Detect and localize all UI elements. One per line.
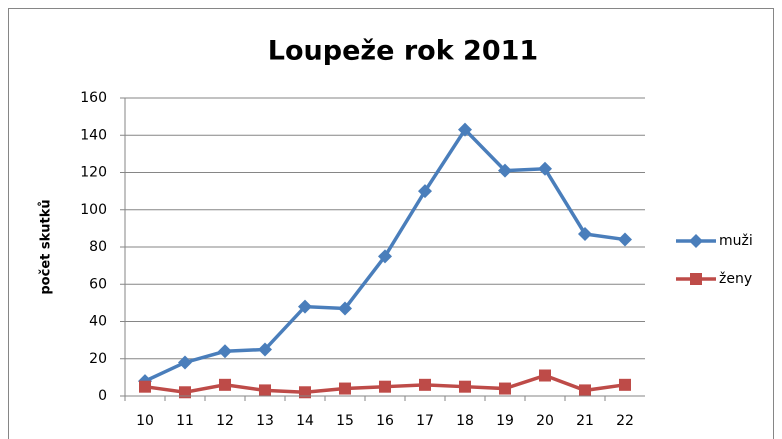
y-axis-label: počet skutků <box>39 199 54 294</box>
y-tick-label: 140 <box>80 127 107 143</box>
data-point <box>539 369 551 382</box>
y-tick-label: 0 <box>98 388 107 404</box>
y-tick-label: 20 <box>89 351 107 367</box>
data-point <box>538 161 552 176</box>
y-tick-label: 100 <box>80 202 107 218</box>
x-tick-label: 17 <box>416 413 434 429</box>
data-point <box>498 163 512 178</box>
legend-label: ženy <box>719 271 752 287</box>
data-point <box>619 378 631 391</box>
data-point <box>458 122 472 137</box>
data-point <box>178 355 192 370</box>
y-tick-label: 40 <box>89 314 107 330</box>
data-point <box>459 380 471 393</box>
x-tick-label: 12 <box>216 413 234 429</box>
data-point <box>499 382 511 395</box>
x-tick-label: 14 <box>296 413 314 429</box>
y-tick-label: 160 <box>80 90 107 106</box>
data-point <box>139 380 151 393</box>
data-point <box>259 384 271 397</box>
x-tick-label: 13 <box>256 413 274 429</box>
x-tick-label: 16 <box>376 413 394 429</box>
data-point <box>218 344 232 359</box>
legend-marker <box>690 273 702 285</box>
y-tick-label: 80 <box>89 239 107 255</box>
y-tick-label: 60 <box>89 276 107 292</box>
data-point <box>618 232 632 247</box>
chart-border <box>8 8 774 439</box>
data-point <box>578 226 592 241</box>
legend-marker <box>689 234 703 248</box>
data-point <box>299 386 311 399</box>
x-tick-label: 11 <box>176 413 194 429</box>
data-point <box>179 386 191 399</box>
x-tick-label: 10 <box>136 413 154 429</box>
x-tick-label: 18 <box>456 413 474 429</box>
data-point <box>258 342 272 357</box>
data-point <box>419 378 431 391</box>
x-tick-label: 21 <box>576 413 594 429</box>
legend-label: muži <box>719 233 753 249</box>
chart-title: Loupeže rok 2011 <box>268 36 538 67</box>
y-tick-label: 120 <box>80 165 107 181</box>
data-point <box>219 378 231 391</box>
data-point <box>339 382 351 395</box>
data-point <box>378 249 392 264</box>
data-point <box>338 301 352 316</box>
x-tick-label: 15 <box>336 413 354 429</box>
data-point <box>418 184 432 199</box>
data-point <box>579 384 591 397</box>
data-point <box>298 299 312 314</box>
x-tick-label: 19 <box>496 413 514 429</box>
data-point <box>379 380 391 393</box>
x-tick-label: 22 <box>616 413 634 429</box>
x-tick-label: 20 <box>536 413 554 429</box>
